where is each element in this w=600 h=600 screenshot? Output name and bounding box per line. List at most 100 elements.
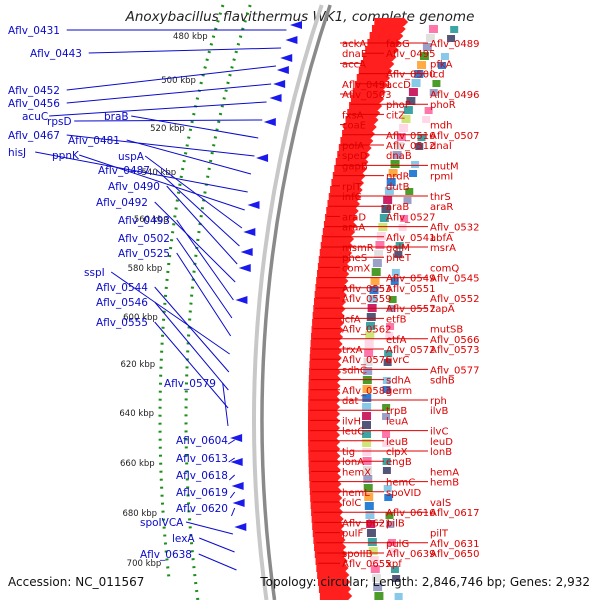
scale-tick-label: 700 kbp bbox=[127, 559, 162, 569]
forward-gene-arrow bbox=[334, 165, 367, 173]
cog-box-outer bbox=[370, 277, 380, 285]
right-gene-label: leuD bbox=[430, 437, 453, 448]
right-gene-label: Aflv_0549 bbox=[386, 274, 436, 285]
cog-box-outer bbox=[399, 124, 409, 132]
left-label-layer: Aflv_0431 Aflv_0443 Aflv_0452Aflv_0456acuC… bbox=[8, 25, 287, 571]
forward-gene-arrow bbox=[317, 571, 350, 579]
left-leader-line bbox=[154, 201, 236, 283]
right-gene-label: Aflv_0516 bbox=[386, 131, 436, 142]
cog-box-inner bbox=[386, 521, 395, 528]
forward-gene-arrow bbox=[365, 46, 399, 54]
right-gene-label: msrA bbox=[430, 243, 456, 254]
right-gene-label: etfA bbox=[386, 335, 407, 346]
cog-box-outer bbox=[368, 547, 378, 555]
left-leader-line bbox=[176, 219, 234, 301]
cog-box-inner bbox=[385, 332, 394, 339]
right-gene-label: trpB bbox=[386, 406, 407, 417]
right-gene-label: Aflv_0576 bbox=[342, 355, 392, 366]
right-gene-label: abfA bbox=[430, 233, 453, 244]
cog-box-inner bbox=[409, 170, 418, 177]
cog-box-inner bbox=[390, 566, 399, 573]
right-gene-label: Aflv_0559 bbox=[342, 294, 392, 305]
right-gene-label: Aflv_0557 bbox=[386, 304, 436, 315]
cog-box-outer bbox=[362, 466, 372, 474]
forward-gene-arrow bbox=[326, 207, 359, 215]
forward-gene-arrow bbox=[340, 137, 374, 145]
left-leader-line bbox=[110, 271, 230, 355]
cog-box-outer bbox=[369, 556, 379, 564]
forward-gene-arrow bbox=[308, 417, 341, 425]
reverse-gene-arrow bbox=[230, 434, 243, 442]
right-gene-label: ilvB bbox=[430, 406, 448, 417]
scale-tick-label: 620 kbp bbox=[120, 360, 155, 370]
cog-box-outer bbox=[363, 484, 373, 492]
left-leader-line bbox=[154, 321, 229, 409]
forward-gene-arrow bbox=[322, 228, 356, 236]
right-gene-label: polA bbox=[342, 141, 364, 152]
reverse-gene-arrow bbox=[256, 154, 269, 162]
right-gene-label: uvrC bbox=[386, 355, 409, 366]
reverse-gene-arrow bbox=[263, 118, 276, 126]
cog-box-outer bbox=[364, 502, 374, 510]
forward-gene-arrow bbox=[308, 445, 341, 453]
cog-box-outer bbox=[362, 430, 372, 438]
cog-box-inner bbox=[405, 188, 414, 195]
cog-box-inner bbox=[388, 296, 397, 303]
forward-gene-arrow bbox=[362, 53, 397, 61]
forward-gene-arrow bbox=[360, 60, 395, 68]
right-gene-label: araR bbox=[430, 202, 453, 213]
forward-gene-arrow bbox=[308, 382, 341, 390]
backbone-layer bbox=[252, 4, 332, 600]
cog-box-outer bbox=[371, 268, 381, 276]
scale-tick-label: 540 kbp bbox=[142, 168, 177, 178]
left-gene-label: Aflv_0638 bbox=[140, 549, 192, 561]
right-gene-label: Aflv_0507 bbox=[430, 131, 480, 142]
right-gene-label: sdhA bbox=[386, 376, 411, 387]
right-gene-label: araB bbox=[386, 202, 409, 213]
left-leader-line bbox=[176, 237, 233, 319]
cog-box-outer bbox=[406, 97, 416, 105]
cog-box-outer bbox=[381, 205, 391, 213]
right-gene-label: pilT bbox=[430, 529, 449, 540]
right-gene-label: Aflv_0551 bbox=[386, 284, 436, 295]
right-gene-label: coaE bbox=[342, 121, 366, 132]
cog-box-inner bbox=[392, 575, 401, 582]
left-leader-line bbox=[229, 491, 236, 499]
left-leader-line bbox=[49, 101, 267, 117]
left-gene-label: Aflv_0502 bbox=[118, 233, 170, 245]
right-gene-label: Aflv_0650 bbox=[430, 549, 480, 560]
right-gene-label: spoIIB bbox=[342, 549, 373, 560]
reverse-gene-arrow bbox=[235, 296, 248, 304]
left-gene-label: Aflv_0546 bbox=[96, 297, 148, 309]
left-leader-line bbox=[144, 155, 243, 229]
forward-gene-arrow bbox=[331, 179, 365, 187]
scale-tick-label: 500 kbp bbox=[161, 76, 196, 86]
cog-box-outer bbox=[362, 412, 372, 420]
forward-gene-arrow bbox=[319, 249, 353, 257]
forward-gene-arrow bbox=[321, 235, 355, 243]
forward-gene-arrow bbox=[345, 116, 379, 124]
right-gene-label: leuC bbox=[342, 427, 364, 438]
cog-box-outer bbox=[388, 169, 398, 177]
right-gene-label: Aflv_0495 bbox=[386, 49, 436, 60]
cog-box-outer bbox=[369, 286, 379, 294]
right-gene-label: Aflv_0577 bbox=[430, 365, 480, 376]
right-gene-label: hemB bbox=[430, 478, 459, 489]
reverse-gene-arrow bbox=[285, 36, 298, 44]
left-leader-line bbox=[199, 537, 235, 553]
cog-box-inner bbox=[386, 323, 395, 330]
right-gene-label: thrS bbox=[430, 192, 451, 203]
right-gene-label: Aflv_0491 bbox=[342, 80, 392, 91]
left-leader-line bbox=[166, 185, 238, 265]
cog-box-outer bbox=[366, 313, 376, 321]
right-gene-label: Aflv_0572 bbox=[386, 345, 436, 356]
scale-tick-label: 660 kbp bbox=[120, 459, 155, 469]
scale-tick-label: 580 kbp bbox=[128, 264, 163, 274]
left-leader-line bbox=[66, 83, 272, 104]
cog-box-inner bbox=[382, 458, 391, 465]
cog-box-inner bbox=[429, 89, 438, 96]
left-gene-label: Aflv_0467 bbox=[8, 130, 60, 142]
